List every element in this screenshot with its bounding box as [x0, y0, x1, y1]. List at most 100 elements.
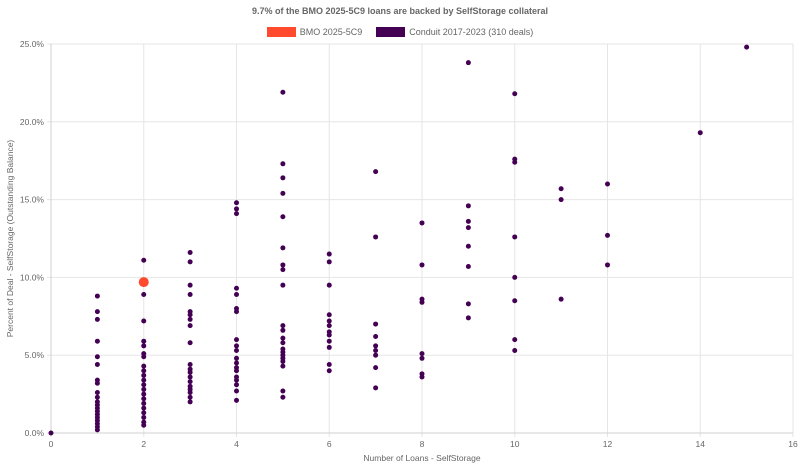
conduit-point: [187, 312, 193, 318]
conduit-point: [373, 365, 379, 371]
conduit-point: [187, 282, 193, 288]
conduit-point: [141, 257, 147, 263]
conduit-point: [280, 262, 286, 268]
y-tick-label: 10.0%: [20, 272, 45, 282]
conduit-point: [326, 344, 332, 350]
x-tick-label: 16: [788, 439, 798, 449]
conduit-point: [326, 332, 332, 338]
conduit-point: [48, 430, 54, 436]
conduit-point: [280, 190, 286, 196]
conduit-point: [94, 394, 100, 400]
conduit-point: [234, 388, 239, 394]
conduit-point: [744, 44, 750, 50]
legend-label-conduit: Conduit 2017-2023 (310 deals): [409, 27, 534, 37]
conduit-point: [419, 262, 425, 268]
conduit-point: [465, 225, 471, 231]
conduit-point: [512, 159, 518, 165]
conduit-point: [280, 394, 286, 400]
conduit-point: [187, 250, 193, 256]
legend-item-conduit[interactable]: Conduit 2017-2023 (310 deals): [376, 27, 533, 37]
conduit-point: [280, 340, 286, 346]
conduit-point: [141, 405, 147, 411]
x-tick-label: 12: [603, 439, 613, 449]
legend-item-bmo[interactable]: BMO 2025-5C9: [266, 27, 363, 37]
conduit-point: [280, 363, 286, 369]
conduit-point: [234, 382, 239, 388]
conduit-point: [234, 292, 239, 298]
conduit-point: [512, 348, 518, 354]
conduit-point: [187, 292, 193, 298]
conduit-point: [141, 391, 147, 397]
conduit-point: [141, 354, 147, 360]
x-tick-label: 14: [696, 439, 706, 449]
x-tick-label: 0: [49, 439, 54, 449]
axes: 0 2 4 6 8 10 12 14 16 0.0% 5.0% 10.0% 15.0% 20.0% 25.0…: [20, 39, 798, 449]
conduit-point: [419, 374, 425, 380]
legend-swatch-bmo: [266, 27, 296, 37]
conduit-point: [94, 390, 100, 396]
conduit-point: [141, 292, 147, 298]
conduit-point: [187, 379, 193, 385]
conduit-point: [234, 368, 239, 374]
conduit-point: [419, 351, 425, 357]
conduit-point: [187, 340, 193, 346]
conduit-point: [187, 394, 193, 400]
conduit-point: [234, 206, 239, 212]
conduit-point: [558, 197, 564, 203]
conduit-point: [280, 335, 286, 341]
conduit-point: [187, 399, 193, 405]
conduit-point: [141, 372, 147, 378]
conduit-point: [512, 274, 518, 280]
y-axis-title: Percent of Deal - SelfStorage (Outstandi…: [5, 140, 15, 338]
conduit-point: [465, 301, 471, 307]
bmo-point: [138, 277, 149, 288]
conduit-point: [465, 218, 471, 224]
conduit-point: [280, 388, 286, 394]
conduit-point: [141, 422, 147, 428]
conduit-point: [280, 161, 286, 167]
x-tick-label: 2: [141, 439, 146, 449]
chart-title: 9.7% of the BMO 2025-5C9 loans are backe…: [251, 6, 549, 16]
conduit-point: [373, 321, 379, 327]
x-axis-title: Number of Loans - SelfStorage: [363, 453, 480, 463]
conduit-point: [141, 368, 147, 374]
conduit-point: [141, 400, 147, 406]
legend-label-bmo: BMO 2025-5C9: [299, 27, 363, 37]
conduit-point: [326, 259, 332, 265]
conduit-point: [605, 232, 610, 238]
conduit-point: [141, 414, 147, 420]
conduit-point: [326, 338, 332, 344]
conduit-point: [373, 348, 379, 354]
y-tick-label: 5.0%: [25, 350, 45, 360]
conduit-point: [326, 323, 332, 329]
conduit-point: [465, 243, 471, 249]
conduit-series: [48, 44, 750, 436]
conduit-point: [373, 385, 379, 391]
y-tick-label: 25.0%: [20, 39, 45, 49]
conduit-point: [373, 334, 379, 340]
conduit-point: [419, 220, 425, 226]
conduit-point: [280, 267, 286, 273]
conduit-point: [234, 397, 239, 403]
conduit-point: [94, 354, 100, 360]
conduit-point: [280, 89, 286, 95]
conduit-point: [373, 352, 379, 358]
x-tick-label: 4: [234, 439, 239, 449]
conduit-point: [280, 175, 286, 181]
conduit-point: [234, 285, 239, 291]
conduit-point: [234, 355, 239, 361]
conduit-point: [94, 380, 100, 386]
conduit-point: [187, 323, 193, 329]
conduit-point: [326, 282, 332, 288]
conduit-point: [280, 214, 286, 220]
y-tick-label: 20.0%: [20, 117, 45, 127]
conduit-point: [141, 377, 147, 383]
conduit-point: [465, 315, 471, 321]
conduit-point: [419, 299, 425, 305]
conduit-point: [373, 234, 379, 240]
conduit-point: [141, 382, 147, 388]
conduit-point: [373, 343, 379, 349]
conduit-point: [94, 427, 100, 433]
conduit-point: [280, 358, 286, 364]
